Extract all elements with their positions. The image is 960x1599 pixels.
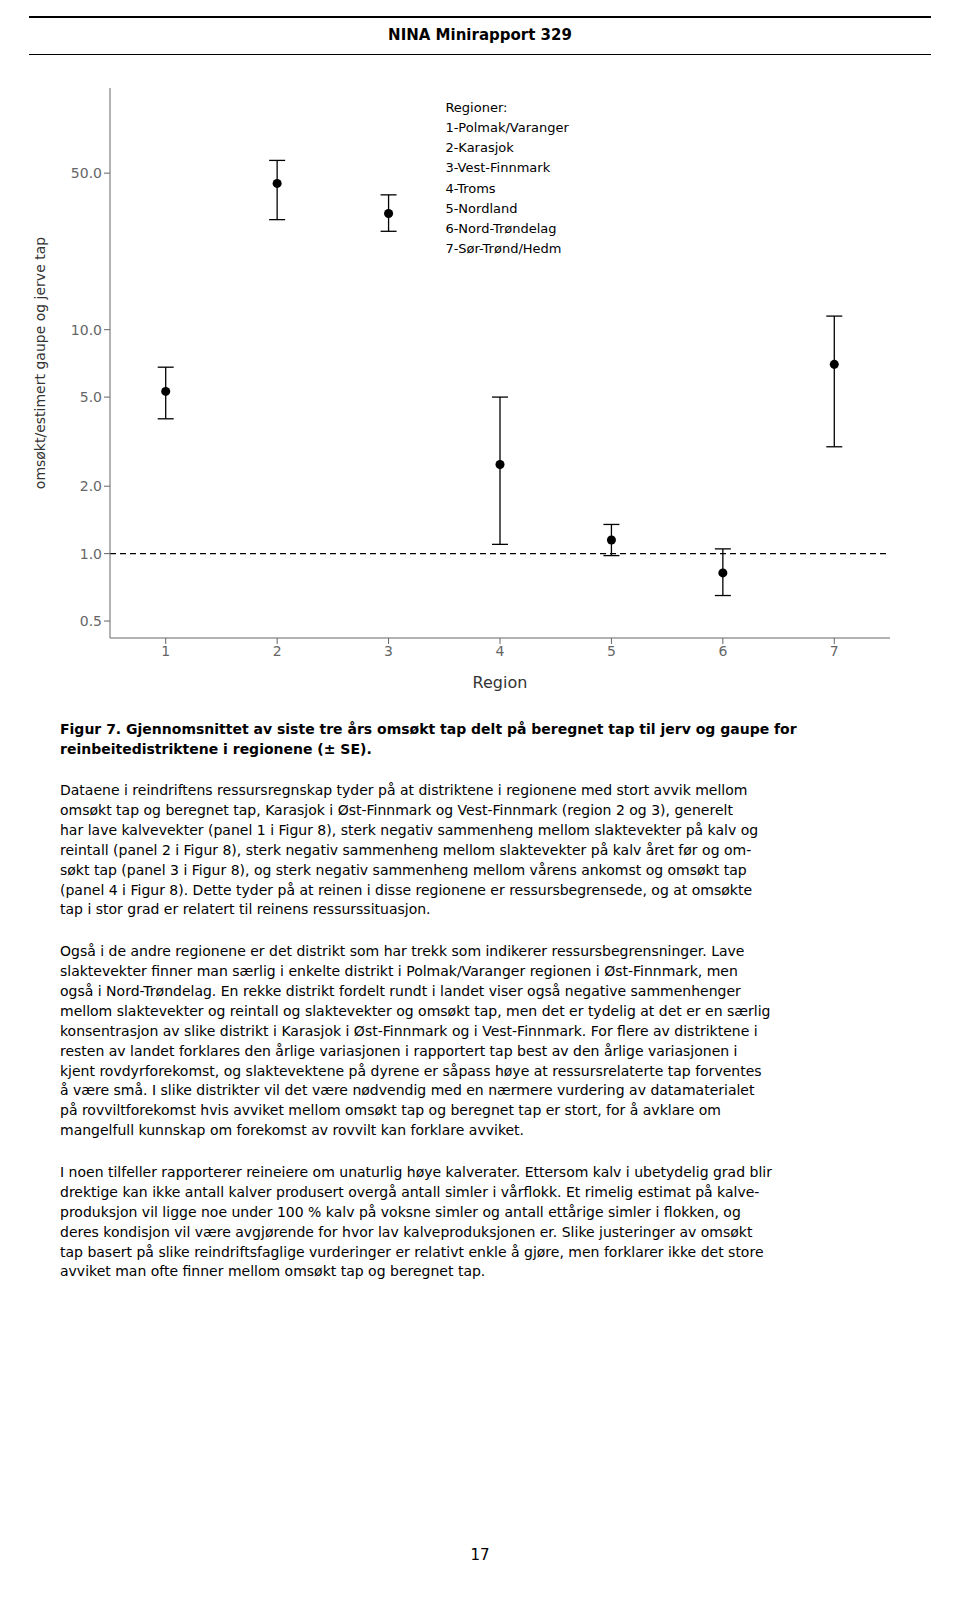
html-text:5-Nordland: 5-Nordland bbox=[445, 200, 518, 216]
svg-text:Region: Region bbox=[473, 673, 528, 692]
svg-text:3: 3 bbox=[384, 643, 393, 659]
html-text:17: 17 bbox=[470, 1546, 490, 1564]
html-text:7-Sør-Trønd/Hedm: 7-Sør-Trønd/Hedm bbox=[445, 241, 562, 256]
html-text:3-Vest-Finnmark: 3-Vest-Finnmark bbox=[445, 160, 551, 176]
html-text:Regioner:: Regioner: bbox=[445, 100, 508, 115]
html-text:Også i de andre regionene er d: Også i de andre regionene er det distrik… bbox=[60, 943, 771, 1139]
svg-text:5: 5 bbox=[607, 643, 616, 659]
svg-text:10.0: 10.0 bbox=[71, 322, 102, 338]
html-text:Dataene i reindriftens ressurs: Dataene i reindriftens ressursregnskap t… bbox=[60, 782, 759, 918]
html-text:NINA Minirapport 329: NINA Minirapport 329 bbox=[388, 26, 572, 44]
svg-text:5.0: 5.0 bbox=[80, 389, 102, 405]
svg-text:7: 7 bbox=[830, 643, 839, 659]
svg-text:6: 6 bbox=[718, 643, 727, 659]
svg-text:omsøkt/estimert gaupe og jerve: omsøkt/estimert gaupe og jerve tap bbox=[32, 237, 48, 489]
html-text:Figur 7. Gjennomsnittet av sis: Figur 7. Gjennomsnittet av siste tre års… bbox=[60, 721, 797, 757]
svg-text:50.0: 50.0 bbox=[71, 165, 102, 181]
html-text:4-Troms: 4-Troms bbox=[445, 180, 496, 196]
svg-text:2.0: 2.0 bbox=[80, 478, 102, 494]
svg-text:1.0: 1.0 bbox=[80, 546, 102, 562]
html-text:6-Nord-Trøndelag: 6-Nord-Trøndelag bbox=[445, 220, 557, 236]
html-text:1-Polmak/Varanger: 1-Polmak/Varanger bbox=[445, 120, 569, 136]
html-text:I noen tilfeller rapporterer r: I noen tilfeller rapporterer reineiere o… bbox=[60, 1164, 772, 1280]
svg-text:4: 4 bbox=[496, 643, 505, 659]
html-text:2-Karasjok: 2-Karasjok bbox=[445, 140, 514, 156]
svg-text:0.5: 0.5 bbox=[80, 613, 102, 629]
svg-text:2: 2 bbox=[273, 643, 282, 659]
svg-text:1: 1 bbox=[161, 643, 170, 659]
